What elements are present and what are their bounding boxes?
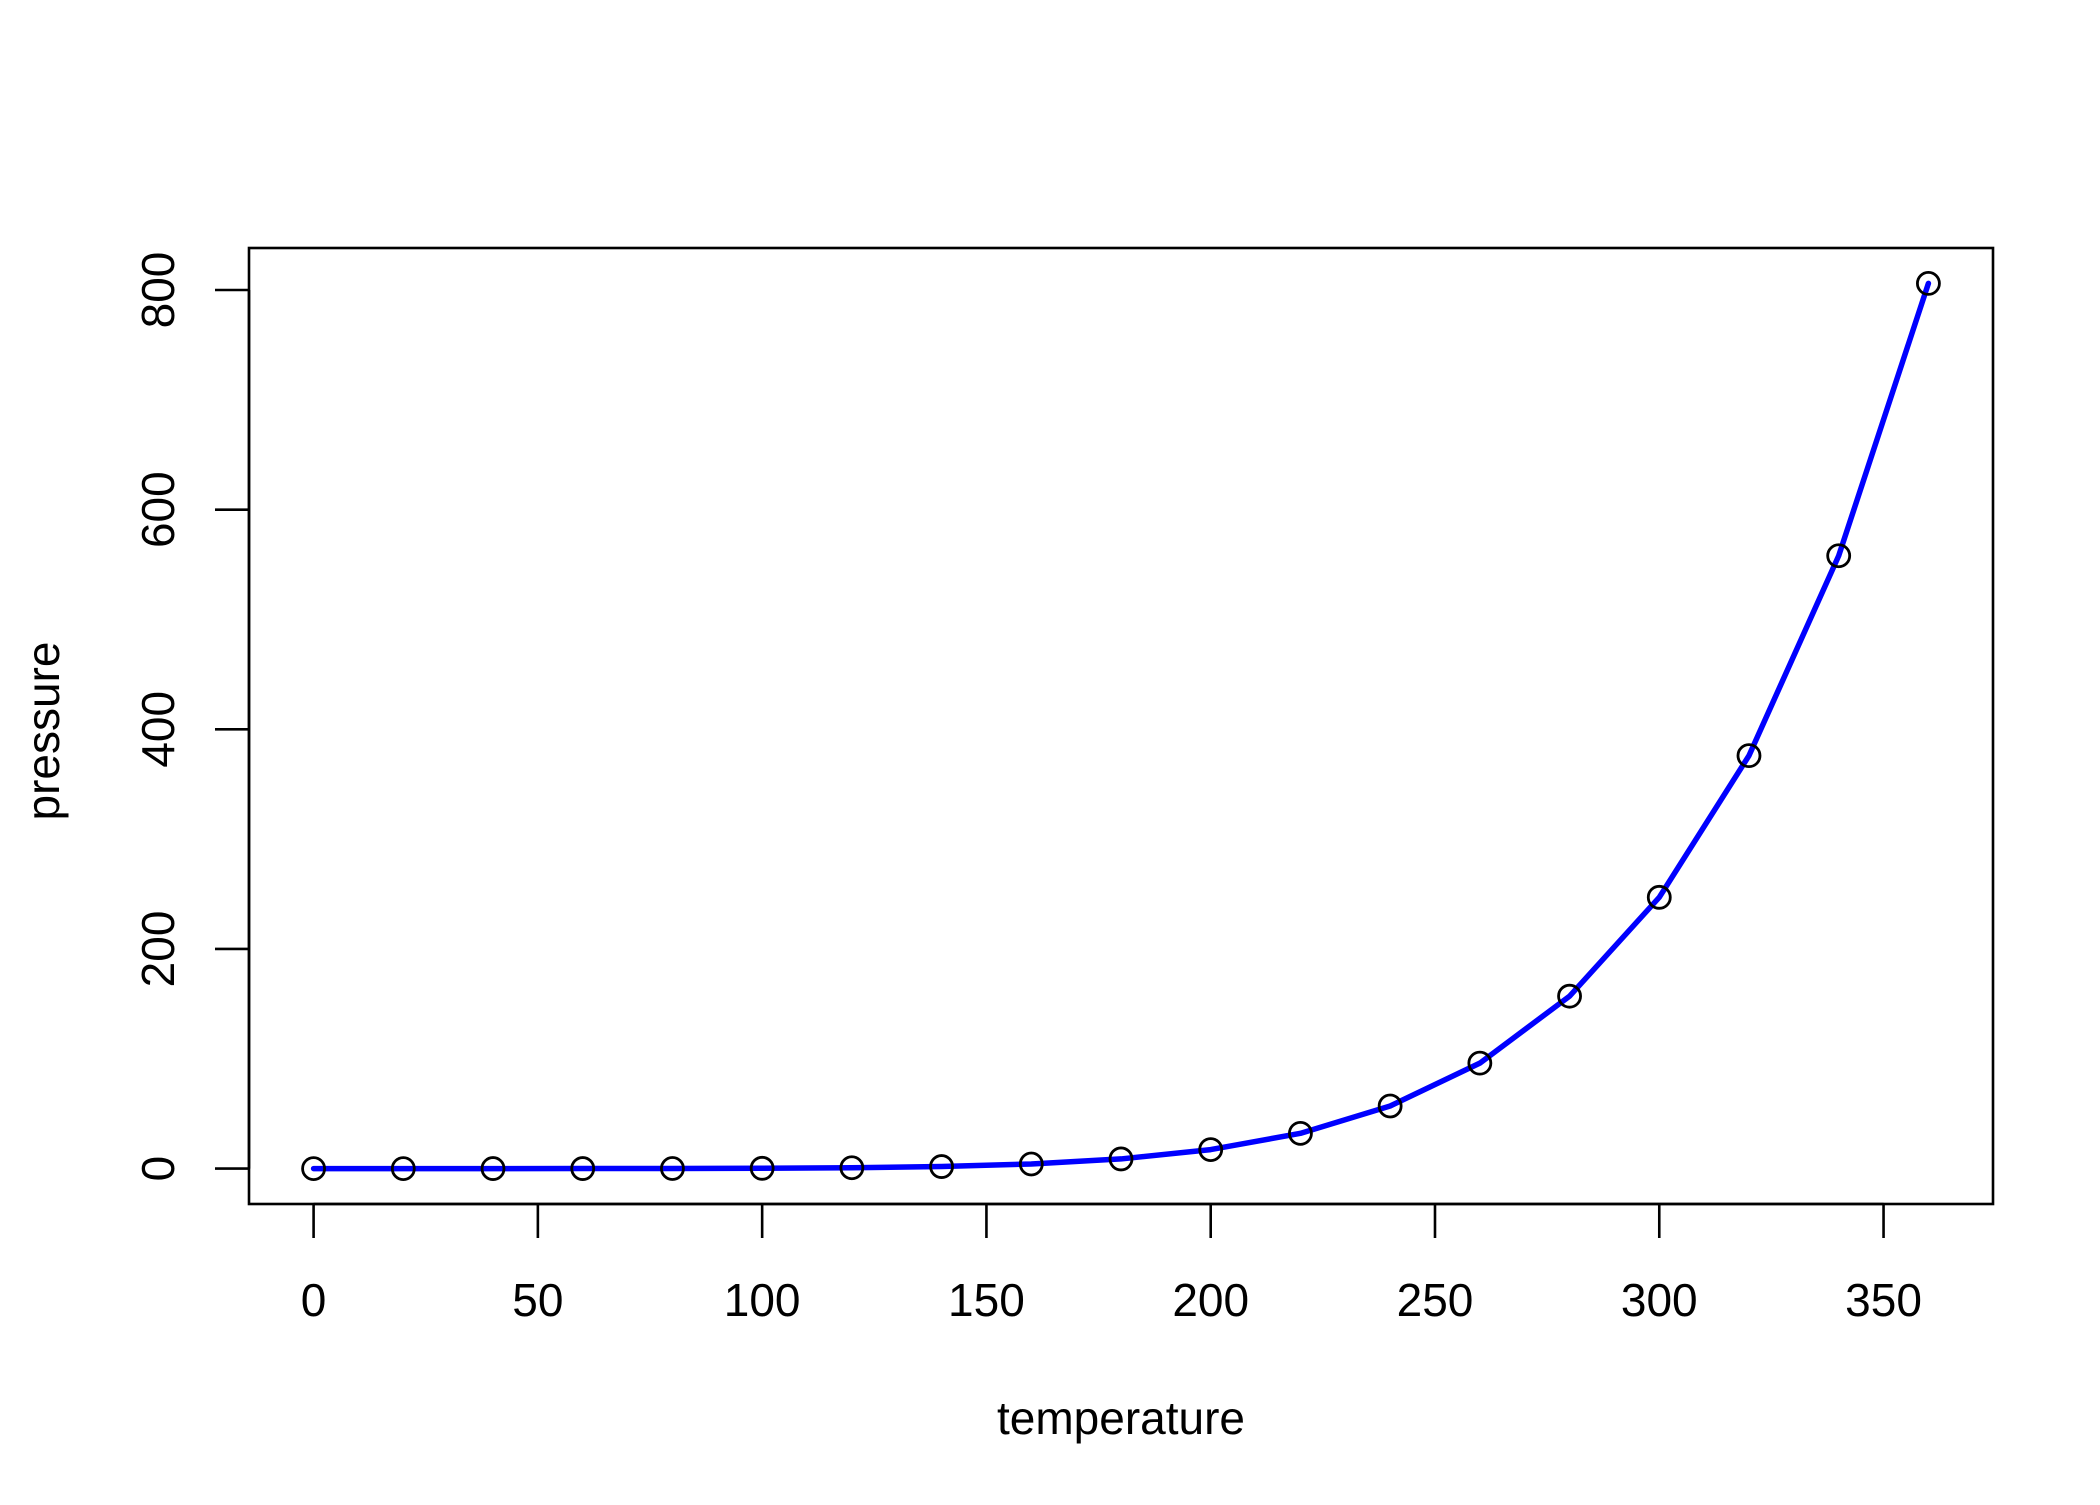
data-point [660,1156,685,1181]
y-tick-label: 0 [132,1156,184,1182]
data-point [1736,743,1762,769]
data-point [1826,543,1852,569]
data-point [1916,271,1941,296]
x-tick-label: 200 [1172,1274,1249,1326]
y-axis-title: pressure [17,642,69,821]
data-point [1108,1146,1134,1172]
data-point [749,1155,775,1181]
x-tick-label: 300 [1621,1274,1698,1326]
data-point [390,1156,416,1181]
data-point [480,1156,506,1181]
x-tick-label: 250 [1397,1274,1474,1326]
series-line-group [310,280,1932,1172]
data-point [1557,983,1582,1009]
data-points [301,271,1941,1181]
data-point [1288,1120,1313,1146]
plot-frame [247,246,1995,1206]
x-tick-label: 150 [948,1274,1025,1326]
data-point [1018,1151,1044,1177]
data-point [301,1156,326,1181]
data-point [839,1155,865,1181]
data-point [1467,1050,1493,1076]
x-axis-title: temperature [997,1392,1245,1444]
y-tick-label: 200 [132,911,184,988]
y-tick-label: 400 [132,691,184,768]
y-tick-label: 800 [132,252,184,329]
axes: 0 50 100 150 200 250 300 350 0 200 400 600 800 [132,246,1995,1326]
x-tick-label: 0 [301,1274,327,1326]
x-tick-label: 50 [512,1274,563,1326]
data-point [570,1156,596,1181]
data-point [1377,1093,1403,1119]
data-point [1198,1137,1224,1162]
data-point [1646,884,1672,910]
data-point [929,1154,954,1179]
x-tick-label: 100 [724,1274,801,1326]
x-tick-label: 350 [1845,1274,1922,1326]
series-line [310,280,1932,1172]
y-tick-label: 600 [132,471,184,548]
